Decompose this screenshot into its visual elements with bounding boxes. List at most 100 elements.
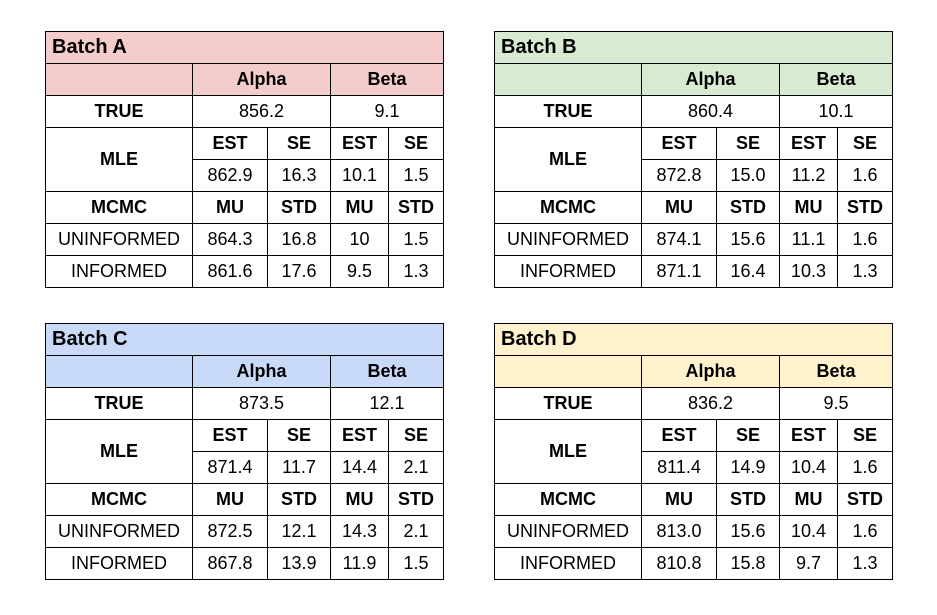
mle-label: MLE xyxy=(45,419,193,484)
mcmc-label: MCMC xyxy=(45,191,193,224)
alpha-header: Alpha xyxy=(192,63,331,96)
mle-beta-se: 1.6 xyxy=(837,451,893,484)
header-blank-cell xyxy=(494,355,642,388)
batch-b-table: Batch B Alpha Beta TRUE 860.4 10.1 MLE E… xyxy=(494,31,893,288)
informed-alpha-mu: 861.6 xyxy=(192,255,268,288)
mle-alpha-est: 811.4 xyxy=(641,451,717,484)
header-blank-cell xyxy=(45,355,193,388)
mle-beta-se: 1.6 xyxy=(837,159,893,192)
mcmc-label: MCMC xyxy=(494,483,642,516)
mcmc-label: MCMC xyxy=(45,483,193,516)
informed-alpha-std: 13.9 xyxy=(267,547,331,580)
batch-d-table: Batch D Alpha Beta TRUE 836.2 9.5 MLE ES… xyxy=(494,323,893,580)
beta-header: Beta xyxy=(329,63,445,96)
true-alpha-value: 836.2 xyxy=(641,387,780,420)
se-header: SE xyxy=(267,127,331,160)
table-row: INFORMED 810.8 15.8 9.7 1.3 xyxy=(494,547,893,580)
informed-label: INFORMED xyxy=(45,547,193,580)
true-beta-value: 9.5 xyxy=(779,387,893,420)
uninformed-alpha-std: 15.6 xyxy=(716,515,780,548)
mle-label: MLE xyxy=(494,419,642,484)
mle-alpha-se: 14.9 xyxy=(716,451,780,484)
header-blank-cell xyxy=(45,63,193,96)
alpha-header: Alpha xyxy=(641,355,780,388)
uninformed-alpha-std: 15.6 xyxy=(716,223,780,256)
true-alpha-value: 873.5 xyxy=(192,387,331,420)
se-header: SE xyxy=(267,419,331,452)
uninformed-alpha-std: 12.1 xyxy=(267,515,331,548)
table-row: MLE EST SE EST SE xyxy=(45,419,444,484)
table-row: UNINFORMED 874.1 15.6 11.1 1.6 xyxy=(494,223,893,256)
std-header: STD xyxy=(837,483,893,516)
true-label: TRUE xyxy=(45,387,193,420)
mle-label: MLE xyxy=(45,127,193,192)
se-header: SE xyxy=(387,127,445,160)
table-row: 811.4 14.9 10.4 1.6 xyxy=(495,451,893,484)
mu-header: MU xyxy=(192,483,268,516)
est-header: EST xyxy=(192,419,268,452)
batch-title: Batch C xyxy=(45,323,444,356)
table-row: Batch C xyxy=(45,323,444,356)
table-row: Alpha Beta xyxy=(45,355,444,388)
informed-beta-mu: 11.9 xyxy=(330,547,389,580)
table-row: UNINFORMED 864.3 16.8 10 1.5 xyxy=(45,223,445,256)
true-beta-value: 9.1 xyxy=(329,95,445,128)
informed-alpha-mu: 871.1 xyxy=(641,255,717,288)
informed-beta-std: 1.3 xyxy=(837,255,893,288)
mle-beta-est: 14.4 xyxy=(330,451,389,484)
mle-alpha-est: 862.9 xyxy=(192,159,268,192)
mu-header: MU xyxy=(641,483,717,516)
mle-label: MLE xyxy=(494,127,642,192)
beta-header: Beta xyxy=(779,355,893,388)
mle-alpha-se: 15.0 xyxy=(716,159,780,192)
table-row: TRUE 856.2 9.1 xyxy=(45,95,445,128)
uninformed-label: UNINFORMED xyxy=(494,515,642,548)
table-row: MCMC MU STD MU STD xyxy=(494,191,893,224)
informed-beta-mu: 9.7 xyxy=(779,547,838,580)
uninformed-alpha-mu: 864.3 xyxy=(192,223,268,256)
mle-alpha-est: 872.8 xyxy=(641,159,717,192)
uninformed-beta-std: 1.6 xyxy=(837,515,893,548)
est-header: EST xyxy=(641,419,717,452)
table-row: INFORMED 871.1 16.4 10.3 1.3 xyxy=(494,255,893,288)
est-header: EST xyxy=(192,127,268,160)
true-beta-value: 12.1 xyxy=(330,387,444,420)
table-row: 872.8 15.0 11.2 1.6 xyxy=(495,159,893,192)
beta-header: Beta xyxy=(330,355,444,388)
informed-alpha-std: 17.6 xyxy=(267,255,331,288)
informed-alpha-mu: 810.8 xyxy=(641,547,717,580)
uninformed-beta-std: 2.1 xyxy=(388,515,444,548)
batch-title: Batch B xyxy=(494,31,893,64)
se-header: SE xyxy=(716,127,780,160)
table-row: MLE EST SE EST SE xyxy=(494,127,893,192)
mle-alpha-se: 11.7 xyxy=(267,451,331,484)
uninformed-alpha-mu: 874.1 xyxy=(641,223,717,256)
table-row: Alpha Beta xyxy=(494,355,893,388)
est-header: EST xyxy=(641,127,717,160)
table-row: UNINFORMED 872.5 12.1 14.3 2.1 xyxy=(45,515,444,548)
est-header: EST xyxy=(330,419,389,452)
table-row: TRUE 860.4 10.1 xyxy=(494,95,893,128)
table-row: 862.9 16.3 10.1 1.5 xyxy=(46,159,445,192)
true-alpha-value: 860.4 xyxy=(641,95,780,128)
beta-header: Beta xyxy=(779,63,893,96)
table-row: MLE EST SE EST SE xyxy=(494,419,893,484)
informed-beta-mu: 9.5 xyxy=(330,255,389,288)
table-row: INFORMED 867.8 13.9 11.9 1.5 xyxy=(45,547,444,580)
informed-label: INFORMED xyxy=(45,255,193,288)
uninformed-label: UNINFORMED xyxy=(494,223,642,256)
table-row: UNINFORMED 813.0 15.6 10.4 1.6 xyxy=(494,515,893,548)
est-header: EST xyxy=(779,419,838,452)
uninformed-beta-std: 1.6 xyxy=(837,223,893,256)
mu-header: MU xyxy=(330,191,389,224)
std-header: STD xyxy=(716,483,780,516)
alpha-header: Alpha xyxy=(192,355,331,388)
informed-beta-std: 1.3 xyxy=(837,547,893,580)
table-row: MCMC MU STD MU STD xyxy=(45,191,445,224)
mu-header: MU xyxy=(330,483,389,516)
std-header: STD xyxy=(388,483,444,516)
uninformed-beta-mu: 14.3 xyxy=(330,515,389,548)
uninformed-alpha-mu: 872.5 xyxy=(192,515,268,548)
std-header: STD xyxy=(837,191,893,224)
true-label: TRUE xyxy=(45,95,193,128)
